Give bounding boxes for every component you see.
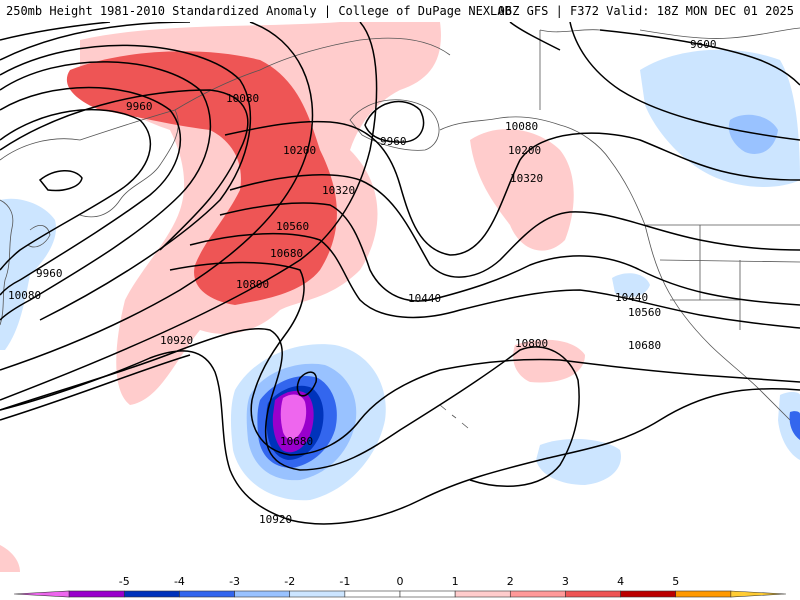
- model-run-info: 06Z GFS | F372 Valid: 18Z MON DEC 01 202…: [497, 4, 794, 18]
- contour-label: 10200: [508, 144, 541, 157]
- contour-label: 10680: [280, 435, 313, 448]
- colorbar-swatch: [675, 590, 732, 598]
- contour-label: 9960: [380, 135, 407, 148]
- contour-label: 9600: [690, 38, 717, 51]
- colorbar-swatch: [179, 590, 235, 598]
- colorbar-swatch: [620, 590, 677, 598]
- colorbar-tick-label: 1: [452, 575, 459, 588]
- colorbar-swatch: [730, 590, 787, 598]
- colorbar-ticks: -5 -4 -3 -2 -1 0 1 2 3 4 5: [119, 575, 679, 588]
- colorbar-tick-label: 5: [672, 575, 679, 588]
- colorbar-tick-label: -4: [174, 575, 185, 588]
- contour-label: 10560: [276, 220, 309, 233]
- colorbar-swatch: [289, 590, 346, 598]
- colorbar-swatch: [68, 590, 125, 598]
- height-contours: [0, 22, 800, 525]
- colorbar-tick-label: -3: [229, 575, 240, 588]
- contour-label: 10440: [615, 291, 648, 304]
- contour-label: 10320: [510, 172, 543, 185]
- colorbar-tick-label: 0: [397, 575, 404, 588]
- colorbar-swatch: [234, 590, 291, 598]
- colorbar-tick-label: -1: [339, 575, 350, 588]
- colorbar-tick-label: -2: [284, 575, 295, 588]
- colorbar-swatch: [399, 590, 456, 598]
- contour-label: 10680: [270, 247, 303, 260]
- contour-label: 10080: [226, 92, 259, 105]
- colorbar-tick-label: -5: [119, 575, 130, 588]
- positive-anomaly-shading: [0, 22, 585, 572]
- contour-label: 10800: [515, 337, 548, 350]
- height-anomaly-map: 9600 9960 9960 9960 10080 10080 10080 10…: [0, 22, 800, 572]
- map-header: 250mb Height 1981-2010 Standardized Anom…: [0, 0, 800, 22]
- colorbar-swatch: [509, 590, 566, 598]
- contour-label: 10080: [505, 120, 538, 133]
- contour-label: 10080: [8, 289, 41, 302]
- colorbar-swatch: [344, 590, 401, 598]
- map-title: 250mb Height 1981-2010 Standardized Anom…: [6, 4, 512, 18]
- colorbar-swatch: [123, 590, 180, 598]
- contour-label: 10440: [408, 292, 441, 305]
- contour-label: 10680: [628, 339, 661, 352]
- anomaly-colorbar: -5 -4 -3 -2 -1 0 1 2 3 4 5: [13, 575, 787, 598]
- contour-label: 9960: [126, 100, 153, 113]
- colorbar-swatch: [565, 590, 621, 598]
- colorbar-tick-label: 3: [562, 575, 569, 588]
- contour-labels: 9600 9960 9960 9960 10080 10080 10080 10…: [8, 38, 717, 526]
- colorbar-tick-label: 4: [617, 575, 624, 588]
- contour-label: 9960: [36, 267, 63, 280]
- contour-label: 10200: [283, 144, 316, 157]
- colorbar-swatch: [454, 590, 511, 598]
- contour-label: 10920: [259, 513, 292, 526]
- colorbar-swatches: [13, 590, 787, 598]
- contour-label: 10800: [236, 278, 269, 291]
- contour-label: 10560: [628, 306, 661, 319]
- colorbar-tick-label: 2: [507, 575, 514, 588]
- contour-label: 10920: [160, 334, 193, 347]
- contour-label: 10320: [322, 184, 355, 197]
- colorbar-swatch: [13, 590, 70, 598]
